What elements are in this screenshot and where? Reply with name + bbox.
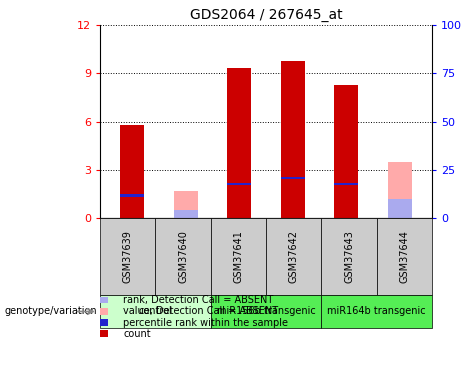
- Text: value, Detection Call = ABSENT: value, Detection Call = ABSENT: [123, 306, 278, 316]
- Text: control: control: [138, 306, 172, 316]
- Bar: [174, 210, 198, 218]
- Bar: [388, 162, 412, 218]
- Text: GSM37644: GSM37644: [399, 230, 409, 283]
- Text: GSM37641: GSM37641: [233, 230, 243, 283]
- Bar: [281, 61, 305, 218]
- Text: GSM37639: GSM37639: [123, 230, 133, 283]
- Text: miR156b transgenic: miR156b transgenic: [217, 306, 315, 316]
- Bar: [227, 183, 251, 185]
- Text: rank, Detection Call = ABSENT: rank, Detection Call = ABSENT: [123, 295, 273, 305]
- Bar: [334, 183, 358, 185]
- Bar: [227, 68, 251, 218]
- Bar: [120, 194, 144, 197]
- Text: GSM37642: GSM37642: [289, 230, 299, 283]
- Bar: [334, 84, 358, 218]
- Bar: [388, 199, 412, 218]
- Text: GDS2064 / 267645_at: GDS2064 / 267645_at: [189, 8, 343, 22]
- Bar: [120, 125, 144, 218]
- Bar: [281, 177, 305, 179]
- Text: percentile rank within the sample: percentile rank within the sample: [123, 318, 288, 327]
- Text: miR164b transgenic: miR164b transgenic: [327, 306, 426, 316]
- Bar: [174, 192, 198, 218]
- Text: GSM37640: GSM37640: [178, 230, 188, 283]
- Text: GSM37643: GSM37643: [344, 230, 354, 283]
- Text: count: count: [123, 329, 151, 339]
- Text: genotype/variation: genotype/variation: [5, 306, 97, 316]
